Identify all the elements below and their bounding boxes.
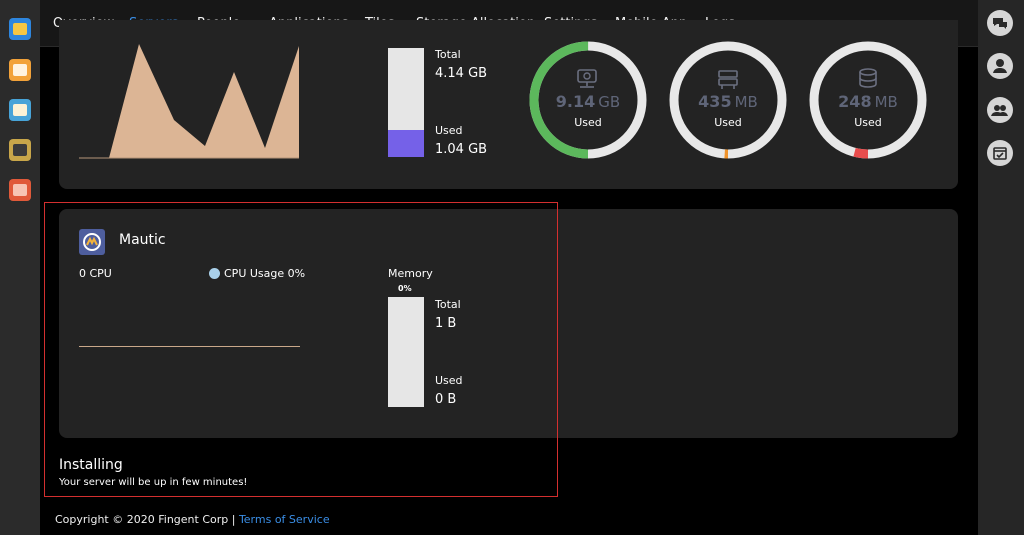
right-toolbar xyxy=(978,0,1024,535)
mautic-memory-used-label: Used xyxy=(435,374,463,387)
memory-total-value: 4.14 GB xyxy=(435,66,488,81)
cpu-usage-chart xyxy=(79,44,299,159)
server-card-top: Total 4.14 GB Used 1.04 GB 9.14 GB Used xyxy=(59,20,958,189)
cpu-usage-area xyxy=(79,44,299,158)
disk-usage-label: Used xyxy=(574,116,602,129)
storage-usage-donut: 435 MB Used xyxy=(668,40,788,160)
server-card-mautic: Mautic 0 CPU CPU Usage 0% Memory 0% Tota… xyxy=(59,209,958,438)
calendar-app-icon[interactable] xyxy=(9,99,31,121)
memory-total-label: Total xyxy=(435,48,461,61)
terms-of-service-link[interactable]: Terms of Service xyxy=(238,513,330,526)
database-usage-value: 248 MB xyxy=(808,92,928,111)
disk-usage-donut: 9.14 GB Used xyxy=(528,40,648,160)
user-icon[interactable] xyxy=(987,53,1013,79)
copyright-text: Copyright © 2020 Fingent Corp | xyxy=(55,513,236,526)
server-icon xyxy=(577,69,597,88)
mautic-logo-icon xyxy=(79,229,105,255)
memory-title: Memory xyxy=(388,267,433,280)
mautic-memory-total-value: 1 B xyxy=(435,316,457,331)
storage-icon xyxy=(718,70,738,89)
disk-usage-number: 9.14 xyxy=(555,92,596,111)
cpu-count: 0 CPU xyxy=(79,267,112,280)
chat-icon[interactable] xyxy=(987,10,1013,36)
mautic-memory-used-value: 0 B xyxy=(435,392,457,407)
storage-usage-label: Used xyxy=(714,116,742,129)
disk-usage-unit: GB xyxy=(598,93,621,111)
photos-app-icon[interactable] xyxy=(9,179,31,201)
footer: Copyright © 2020 Fingent Corp | Terms of… xyxy=(55,513,330,526)
inbox-app-icon[interactable] xyxy=(9,59,31,81)
storage-usage-value: 435 MB xyxy=(668,92,788,111)
cpu-legend-label: CPU Usage 0% xyxy=(224,267,306,280)
cpu-legend-dot xyxy=(209,268,220,279)
storage-usage-number: 435 xyxy=(698,92,732,111)
memory-bar-used-fill xyxy=(388,129,424,157)
notes-app-icon[interactable] xyxy=(9,139,31,161)
storage-usage-unit: MB xyxy=(734,93,758,111)
cpu-usage-line xyxy=(79,346,300,347)
disk-usage-value: 9.14 GB xyxy=(528,92,648,111)
users-icon[interactable] xyxy=(987,97,1013,123)
database-usage-label: Used xyxy=(854,116,882,129)
install-status-message: Your server will be up in few minutes! xyxy=(59,477,248,488)
memory-used-label: Used xyxy=(435,124,463,137)
calendar-check-icon[interactable] xyxy=(987,140,1013,166)
memory-used-value: 1.04 GB xyxy=(435,142,488,157)
mautic-memory-bar xyxy=(388,297,424,407)
database-icon xyxy=(859,68,877,88)
files-app-icon[interactable] xyxy=(9,18,31,40)
database-usage-number: 248 xyxy=(838,92,872,111)
mautic-memory-total-label: Total xyxy=(435,298,461,311)
install-status-title: Installing xyxy=(59,457,123,473)
database-usage-donut: 248 MB Used xyxy=(808,40,928,160)
server-name[interactable]: Mautic xyxy=(119,232,166,248)
memory-percent: 0% xyxy=(398,284,412,293)
database-usage-unit: MB xyxy=(874,93,898,111)
highlight-box xyxy=(44,202,558,497)
memory-bar xyxy=(388,48,424,157)
app-dock xyxy=(0,0,40,535)
